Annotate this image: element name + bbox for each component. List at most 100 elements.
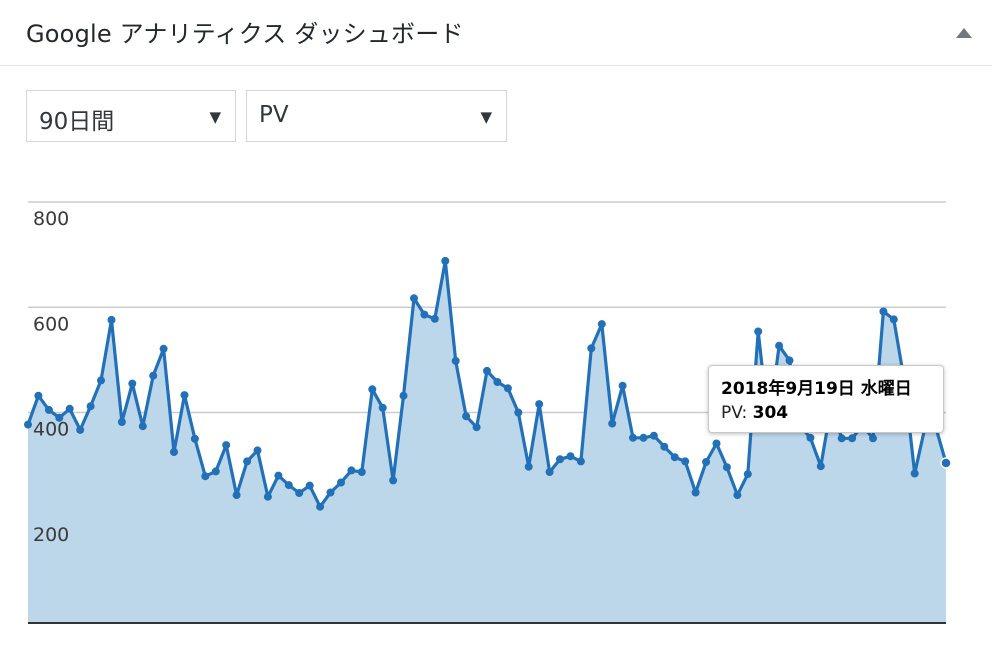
data-point	[138, 422, 147, 431]
data-point	[670, 453, 679, 462]
data-point	[691, 488, 700, 497]
data-point	[159, 344, 168, 353]
data-point	[472, 423, 481, 432]
data-point	[618, 381, 627, 390]
data-point	[65, 404, 74, 413]
data-point	[712, 439, 721, 448]
data-point	[722, 463, 731, 472]
data-point	[733, 491, 742, 500]
data-point	[180, 391, 189, 400]
data-point	[222, 441, 231, 450]
data-point	[503, 384, 512, 393]
data-point	[587, 344, 596, 353]
metric-select-value: PV	[259, 102, 289, 128]
data-point	[608, 419, 617, 428]
data-point	[743, 470, 752, 479]
data-point	[316, 502, 325, 511]
y-tick-label-400: 400	[33, 419, 69, 441]
data-point	[399, 391, 408, 400]
data-point	[149, 371, 158, 380]
data-point	[337, 478, 345, 487]
data-point	[869, 434, 877, 443]
data-point	[34, 391, 43, 400]
data-point	[451, 356, 460, 365]
data-point	[170, 448, 178, 456]
data-point	[879, 307, 888, 316]
data-point	[681, 457, 690, 466]
y-tick-label-800: 800	[33, 208, 69, 230]
data-point	[430, 314, 439, 323]
data-point	[128, 379, 137, 388]
data-point	[889, 315, 898, 324]
data-point	[597, 320, 606, 329]
data-point	[775, 341, 784, 350]
data-point	[629, 433, 637, 442]
data-point	[660, 442, 669, 451]
data-point	[274, 471, 283, 480]
collapse-toggle-button[interactable]	[950, 18, 978, 48]
y-tick-labels: 200 400 600 800	[33, 208, 69, 546]
data-point	[24, 420, 32, 429]
data-point	[806, 433, 815, 442]
data-point	[483, 366, 491, 375]
data-point	[211, 467, 220, 476]
data-point	[326, 488, 335, 497]
data-point	[816, 462, 825, 471]
data-point	[576, 457, 585, 466]
y-tick-label-600: 600	[33, 313, 69, 335]
data-point	[514, 408, 523, 417]
data-point	[462, 412, 471, 421]
data-point	[190, 434, 199, 443]
dropdown-arrow-icon: ▼	[480, 108, 492, 126]
data-point	[368, 385, 377, 394]
data-point	[441, 256, 450, 265]
data-point	[378, 403, 387, 412]
data-point	[545, 468, 554, 476]
tooltip-metric: PV: 304	[721, 403, 931, 423]
data-point	[55, 413, 64, 422]
tooltip-date: 2018年9月19日 水曜日	[721, 379, 912, 399]
data-point	[389, 476, 398, 485]
triangle-up-icon	[956, 28, 972, 38]
data-point	[702, 458, 711, 466]
data-point	[295, 489, 304, 497]
series-area	[28, 260, 946, 623]
widget-header: Google アナリティクス ダッシュボード	[0, 0, 992, 66]
data-point	[263, 492, 272, 501]
data-point	[243, 457, 252, 466]
data-point	[754, 327, 763, 336]
data-point	[107, 315, 116, 324]
data-point	[785, 356, 794, 365]
data-point	[420, 310, 429, 319]
period-select[interactable]: 90日間 ▼	[26, 90, 236, 142]
tooltip-metric-label: PV:	[721, 403, 748, 423]
data-point	[117, 418, 126, 426]
tooltip-metric-value: 304	[752, 403, 789, 423]
y-tick-label-200: 200	[33, 524, 69, 546]
data-point	[232, 491, 241, 500]
data-point	[284, 481, 293, 490]
data-point	[201, 472, 210, 481]
data-point	[524, 462, 533, 471]
data-point	[639, 433, 648, 442]
data-point	[535, 400, 544, 409]
data-point	[910, 469, 919, 478]
widget-title: Google アナリティクス ダッシュボード	[26, 20, 464, 48]
chart-tooltip: 2018年9月19日 水曜日 PV: 304	[708, 365, 944, 433]
data-point	[357, 468, 366, 476]
data-point	[86, 402, 95, 411]
data-point	[76, 425, 85, 434]
metric-select[interactable]: PV ▼	[246, 90, 507, 142]
data-point	[410, 294, 418, 303]
data-point	[493, 378, 502, 386]
data-point	[848, 434, 857, 443]
data-point	[556, 455, 564, 464]
data-point	[253, 446, 262, 455]
data-point	[837, 434, 846, 443]
data-point	[566, 452, 575, 461]
data-point	[44, 405, 53, 414]
data-point	[347, 466, 356, 475]
data-point	[305, 481, 314, 490]
dropdown-arrow-icon: ▼	[209, 108, 221, 126]
data-point	[649, 431, 658, 440]
